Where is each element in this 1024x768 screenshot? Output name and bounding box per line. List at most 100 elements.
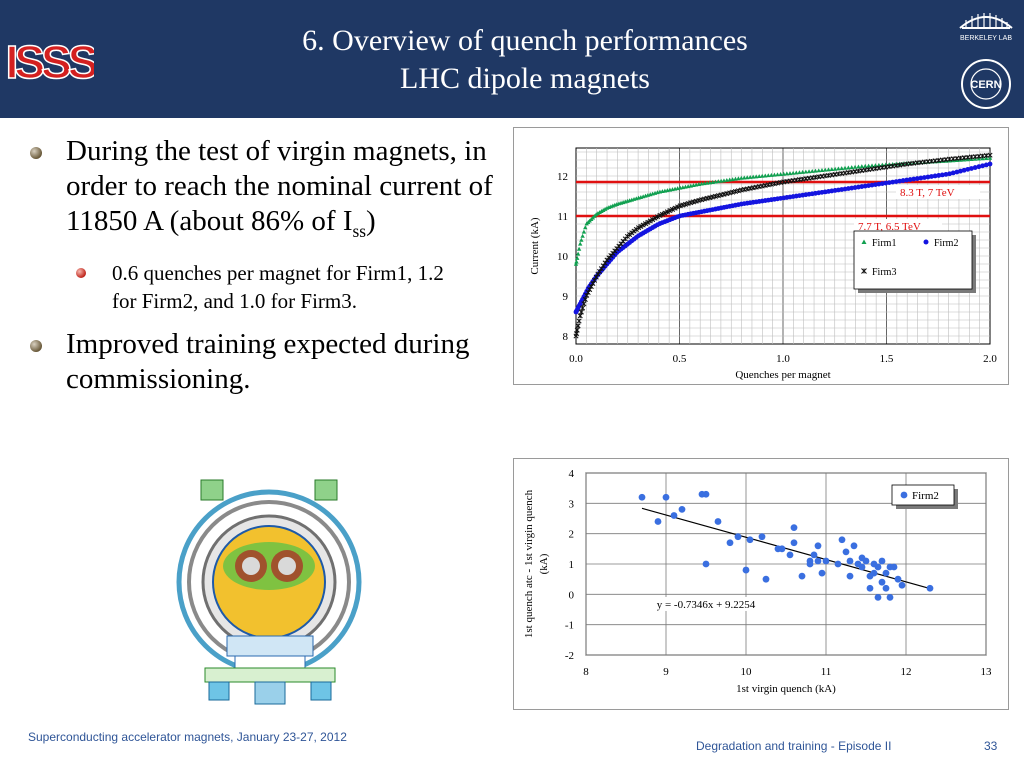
data-point	[926, 584, 934, 592]
data-point	[861, 239, 867, 244]
data-point	[778, 172, 783, 176]
data-point	[832, 166, 838, 171]
y-tick-label: 11	[557, 211, 568, 223]
training-curve-chart: 8 9 10 11 12 0.0 0.5 1.0 1.5 2.0 Quenches per magn…	[513, 127, 1009, 385]
y-tick-label: -1	[565, 620, 574, 632]
data-point	[573, 261, 579, 266]
data-point	[836, 166, 841, 171]
data-point	[954, 169, 960, 175]
data-point	[577, 241, 583, 246]
y-tick-label: 3	[569, 498, 575, 510]
data-point	[858, 563, 866, 571]
data-point	[654, 518, 662, 525]
data-point	[714, 518, 722, 525]
data-point	[748, 174, 753, 179]
y-tick-label: 0	[569, 589, 575, 601]
reference-lines: 8.3 T, 7 TeV 7.7 T, 6.5 TeV	[576, 180, 990, 233]
reference-line-label: 8.3 T, 7 TeV	[900, 187, 955, 199]
data-point	[575, 255, 580, 260]
y-tick-label: 8	[563, 331, 569, 343]
sub-bullet-marker	[76, 267, 86, 278]
data-point	[890, 563, 898, 571]
bullet-list: During the test of virgin magnets, in or…	[30, 134, 500, 407]
data-point	[874, 563, 882, 571]
data-point	[925, 174, 931, 180]
data-point	[806, 169, 812, 174]
data-point	[575, 323, 581, 329]
data-point	[678, 506, 686, 513]
title-line-1: 6. Overview of quench performances	[302, 24, 748, 57]
data-point	[638, 493, 646, 501]
y-tick-label: -2	[565, 650, 574, 662]
data-point	[702, 490, 710, 498]
y-tick-label: 10	[557, 251, 569, 263]
data-point	[574, 327, 580, 333]
data-point	[976, 156, 982, 161]
data-point	[786, 551, 794, 559]
data-point	[869, 163, 875, 168]
cern-logo-text: CERN	[970, 79, 1001, 91]
bullet-item-2: Improved training expected during commis…	[30, 327, 500, 397]
data-point	[822, 557, 830, 565]
legend-box	[891, 484, 955, 506]
data-point	[742, 175, 747, 180]
title-line-2: LHC dipole magnets	[400, 62, 650, 95]
x-tick-label: 10	[741, 666, 753, 678]
data-point	[577, 313, 583, 319]
data-point	[826, 167, 831, 172]
data-point	[662, 210, 668, 216]
data-point	[898, 581, 906, 589]
data-point	[790, 539, 798, 547]
data-point	[810, 551, 818, 559]
x-tick-label: 0.0	[569, 353, 583, 365]
data-point	[918, 175, 924, 181]
x-tick-label: 0.5	[673, 353, 687, 365]
data-point	[763, 173, 768, 178]
data-point	[640, 222, 646, 228]
bullet-item-1: During the test of virgin magnets, in or…	[30, 134, 500, 249]
data-point	[806, 560, 814, 568]
data-point	[856, 164, 861, 169]
data-point	[814, 542, 822, 550]
data-point	[914, 176, 920, 181]
data-point	[972, 165, 978, 170]
data-point	[969, 166, 974, 171]
page-number: 33	[984, 739, 998, 753]
reference-label-bg	[854, 219, 942, 233]
quench-correlation-chart: -2 -1 0 1 2 3 4 8 9 10 11 12 13 1st virgin quench (kA…	[513, 458, 1009, 710]
legend: Firm1 Firm2 Firm3	[853, 230, 976, 293]
data-point	[745, 175, 750, 180]
x-tick-label: 1.5	[880, 353, 894, 365]
data-point	[753, 174, 759, 179]
data-point	[819, 168, 825, 172]
data-point	[829, 167, 834, 172]
data-point	[818, 569, 826, 577]
data-point	[581, 301, 587, 307]
data-point	[659, 211, 665, 217]
data-point	[852, 164, 858, 169]
legend-label: Firm2	[934, 238, 958, 249]
data-point	[662, 493, 670, 501]
data-point	[580, 233, 585, 238]
legend: Firm2	[891, 484, 958, 509]
data-point	[900, 491, 908, 499]
data-point	[842, 165, 848, 170]
data-point	[943, 171, 949, 177]
berkeley-lab-text: BERKELEY LAB	[960, 35, 1012, 42]
isss-logo-text: ISSS	[6, 36, 94, 88]
grid-lines	[585, 472, 987, 656]
data-point	[932, 173, 938, 179]
data-point	[803, 169, 809, 174]
data-point	[961, 167, 967, 173]
data-point	[846, 165, 851, 170]
data-point	[778, 545, 786, 553]
series-firm1	[573, 155, 993, 266]
data-point	[669, 206, 676, 212]
data-point	[575, 251, 581, 256]
data-point	[645, 219, 651, 225]
data-point	[965, 166, 971, 172]
reference-line-label: 7.7 T, 6.5 TeV	[858, 221, 921, 233]
data-point	[882, 569, 890, 577]
data-point	[823, 167, 828, 172]
x-tick-label: 9	[663, 666, 669, 678]
